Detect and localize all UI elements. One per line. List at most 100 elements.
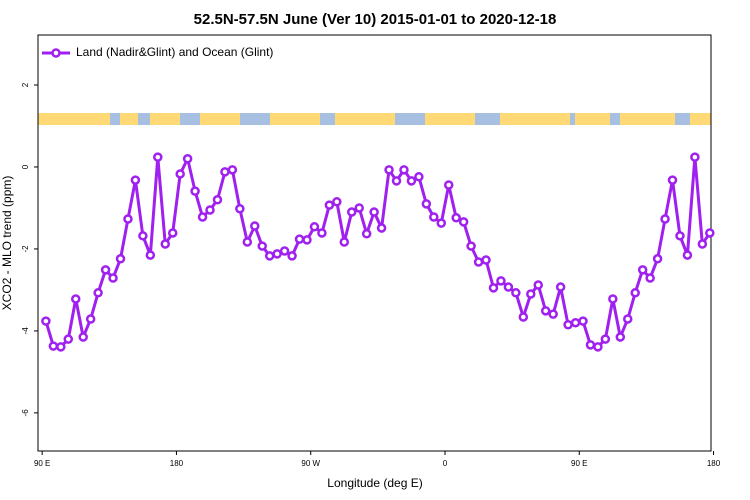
data-point (85, 314, 96, 324)
data-point (660, 214, 670, 224)
data-point (540, 306, 551, 316)
data-point (235, 204, 245, 214)
data-point (376, 223, 387, 233)
data-point (705, 228, 715, 238)
data-point (414, 172, 424, 182)
data-point (436, 218, 447, 228)
x-tick-label: 0 (443, 459, 448, 468)
data-point (287, 251, 297, 261)
data-point (496, 276, 506, 286)
data-point (608, 294, 618, 304)
x-tick-label: 90 E (34, 459, 50, 468)
data-point (78, 332, 88, 342)
data-point (667, 175, 678, 185)
x-tick-label: 180 (170, 459, 184, 468)
data-point (526, 289, 536, 299)
y-axis-label: XCO2 - MLO trend (ppm) (0, 176, 14, 311)
x-tick-label: 180 (707, 459, 721, 468)
data-point (593, 342, 603, 352)
data-point (623, 314, 633, 324)
data-point (190, 186, 200, 196)
data-point (108, 273, 118, 283)
data-point (391, 176, 402, 186)
data-point (115, 254, 126, 264)
x-axis-label: Longitude (deg E) (327, 476, 422, 490)
data-point (250, 221, 260, 231)
data-point (585, 340, 596, 350)
data-point (690, 152, 700, 162)
data-point (488, 283, 499, 293)
data-point (279, 246, 290, 256)
series-line (44, 154, 712, 349)
y-tick-label: 0 (21, 164, 30, 169)
data-point (563, 320, 573, 330)
data-point (294, 234, 305, 244)
data-point (309, 222, 320, 232)
data-point (153, 152, 163, 162)
data-point (451, 213, 461, 223)
y-tick-label: -2 (21, 245, 30, 253)
data-point (317, 228, 327, 238)
data-point (466, 241, 476, 251)
data-point (182, 154, 193, 164)
data-point (645, 273, 655, 283)
data-point (369, 207, 379, 217)
data-point (123, 214, 133, 224)
legend-marker (51, 48, 61, 58)
data-point (548, 309, 558, 319)
data-point (637, 265, 648, 275)
data-point (70, 294, 81, 304)
data-point (354, 203, 364, 213)
data-point (272, 249, 282, 259)
data-point (399, 165, 409, 175)
data-point (697, 239, 708, 249)
data-point (212, 195, 223, 205)
data-point (578, 316, 588, 326)
data-point (600, 334, 611, 344)
x-tick-label: 90 E (571, 459, 587, 468)
data-point (257, 241, 267, 251)
data-point (406, 176, 417, 186)
data-point (197, 212, 208, 222)
y-tick-label: -6 (21, 409, 30, 417)
data-point (533, 280, 543, 290)
chart-title: 52.5N-57.5N June (Ver 10) 2015-01-01 to … (194, 11, 557, 28)
data-point (682, 250, 693, 260)
x-tick-label: 90 W (301, 459, 320, 468)
data-point (130, 175, 141, 185)
data-point (443, 180, 454, 190)
data-point (458, 217, 469, 227)
data-point (93, 288, 103, 298)
y-tick-label: 2 (21, 82, 30, 87)
data-point (160, 239, 171, 249)
data-point (205, 205, 215, 215)
data-point (63, 334, 74, 344)
data-point (511, 288, 521, 298)
data-point (518, 312, 529, 322)
data-point (41, 316, 51, 326)
data-point (503, 282, 514, 292)
data-point (220, 167, 230, 177)
data-point (481, 255, 491, 265)
data-point (384, 165, 394, 175)
data-point (555, 282, 566, 292)
data-point (100, 265, 111, 275)
data-point (675, 231, 685, 241)
data-point (138, 231, 148, 241)
plot-frame (37, 34, 712, 452)
data-point (339, 237, 350, 247)
data-point (324, 200, 335, 210)
data-point (361, 229, 372, 239)
data-point (346, 207, 357, 217)
data-point (145, 250, 156, 260)
data-point (56, 342, 66, 352)
data-point (652, 254, 663, 264)
data-point (175, 169, 185, 179)
land-ocean-strip (38, 113, 711, 125)
data-point (48, 341, 59, 351)
data-point (615, 332, 626, 342)
data-point (242, 237, 253, 247)
data-point (227, 165, 238, 175)
legend-label: Land (Nadir&Glint) and Ocean (Glint) (76, 45, 273, 59)
